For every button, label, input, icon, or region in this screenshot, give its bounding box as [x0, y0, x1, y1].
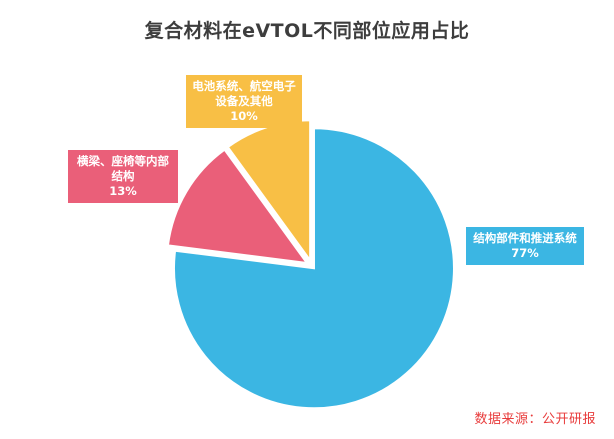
slice-pct-structural: 77%: [511, 246, 539, 260]
label-interior-structure: 横梁、座椅等内部结构 13%: [68, 150, 178, 203]
slice-structural-propulsion: [172, 127, 455, 410]
data-source: 数据来源：公开研报: [474, 412, 596, 427]
slice-interior-structure: [166, 148, 310, 265]
label-structural-propulsion: 结构部件和推进系统 77%: [466, 227, 584, 265]
chart-title: 复合材料在eVTOL不同部位应用占比: [144, 20, 470, 42]
slice-label-structural: 结构部件和推进系统: [473, 231, 577, 245]
label-battery-avionics: 电池系统、航空电子设备及其他 10%: [186, 75, 302, 128]
slice-pct-battery: 10%: [230, 109, 258, 123]
slice-pct-interior: 13%: [109, 184, 137, 198]
slice-label-battery: 电池系统、航空电子设备及其他: [192, 79, 296, 108]
slice-label-interior: 横梁、座椅等内部结构: [77, 154, 169, 183]
